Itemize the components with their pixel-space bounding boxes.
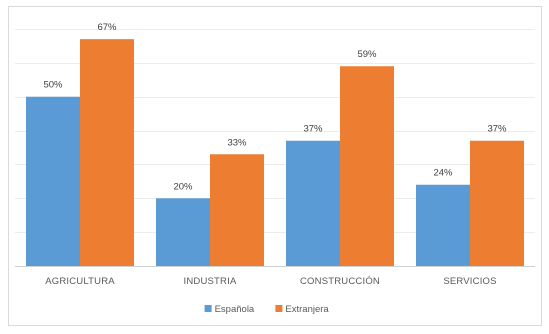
category-label: INDUSTRIA [184,276,237,287]
bar-española-agricultura [26,96,80,266]
bars [26,39,524,267]
bar-extranjera-agricultura [80,39,134,267]
legend-swatch [204,305,212,312]
data-label: 59% [357,49,377,60]
data-label: 33% [227,137,247,148]
bar-española-servicios [416,184,470,266]
bar-española-industria [156,198,210,266]
legend-swatch [275,305,283,312]
legend-label: Española [215,304,255,315]
chart-area: 50% 67% 20% 33% 37% 59% 24% 37% AGRICULTURA INDU… [8,6,542,326]
bar-chart: 50% 67% 20% 33% 37% 59% 24% 37% AGRICULTURA INDU… [15,22,535,315]
legend-item-española: Española [204,304,255,315]
bar-extranjera-industria [210,154,264,266]
bar-española-construcción [286,140,340,266]
data-labels: 50% 67% 20% 33% 37% 59% 24% 37% [43,22,507,192]
legend-label: Extranjera [285,304,329,315]
data-label: 50% [43,80,63,91]
category-axis-labels: AGRICULTURA INDUSTRIA CONSTRUCCIÓN SERVICIO… [45,276,496,287]
bar-extranjera-servicios [470,140,524,266]
legend: Española Extranjera [204,304,329,315]
category-label: SERVICIOS [443,276,496,287]
data-label: 24% [433,168,453,179]
data-label: 67% [97,22,117,33]
category-label: AGRICULTURA [45,276,115,287]
data-label: 37% [303,124,323,135]
category-label: CONSTRUCCIÓN [300,276,380,287]
legend-item-extranjera: Extranjera [275,304,329,315]
data-label: 20% [173,181,193,192]
data-label: 37% [487,124,507,135]
bar-extranjera-construcción [340,66,394,266]
